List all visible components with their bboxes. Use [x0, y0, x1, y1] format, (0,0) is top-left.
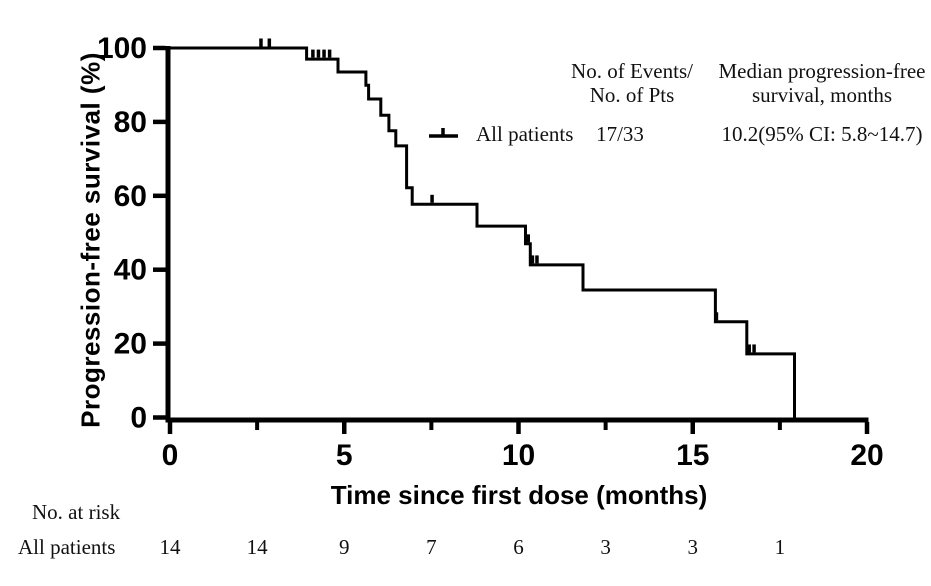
- x-tick-label: 0: [162, 439, 179, 472]
- risk-count: 14: [159, 535, 181, 559]
- risk-count: 6: [513, 535, 524, 559]
- risk-count: 7: [426, 535, 437, 559]
- legend-events-value: 17/33: [596, 122, 644, 146]
- km-survival-curve: [168, 46, 796, 418]
- events-header-line2: No. of Pts: [589, 83, 675, 107]
- risk-count: 1: [774, 535, 786, 559]
- legend-series-label: All patients: [476, 122, 574, 146]
- risk-count: 9: [339, 535, 350, 559]
- events-column-header: No. of Events/ No. of Pts: [571, 59, 693, 107]
- y-tick-label: 20: [114, 328, 147, 361]
- censor-ticks: [259, 38, 756, 353]
- risk-count: 14: [246, 535, 268, 559]
- y-tick-label: 60: [114, 180, 147, 213]
- y-tick-label: 0: [130, 402, 147, 435]
- median-header-line1: Median progression-free: [718, 59, 926, 83]
- risk-count: 3: [687, 535, 699, 559]
- legend-censor-tick-icon: [429, 128, 458, 138]
- axes: [153, 45, 870, 434]
- risk-count: 3: [600, 535, 611, 559]
- x-tick-label: 15: [676, 439, 709, 472]
- y-axis-title: Progression-free survival (%): [75, 52, 106, 428]
- x-tick-label: 10: [502, 439, 535, 472]
- y-tick-label: 80: [114, 106, 147, 139]
- median-column-header: Median progression-free survival, months: [718, 59, 925, 107]
- x-tick-label: 20: [850, 439, 883, 472]
- legend-median-value: 10.2(95% CI: 5.8~14.7): [721, 122, 923, 146]
- risk-table-row-label: All patients: [18, 535, 116, 559]
- tick-labels: 0 20 40 60 80 100 0 5 10 15 20: [97, 32, 884, 472]
- x-axis-title: Time since first dose (months): [330, 480, 708, 510]
- y-tick-label: 100: [97, 32, 147, 65]
- median-header-line2: survival, months: [751, 83, 892, 107]
- x-tick-label: 5: [336, 439, 353, 472]
- risk-table-title: No. at risk: [32, 500, 121, 524]
- events-header-line1: No. of Events/: [571, 59, 693, 83]
- y-tick-label: 40: [114, 254, 147, 287]
